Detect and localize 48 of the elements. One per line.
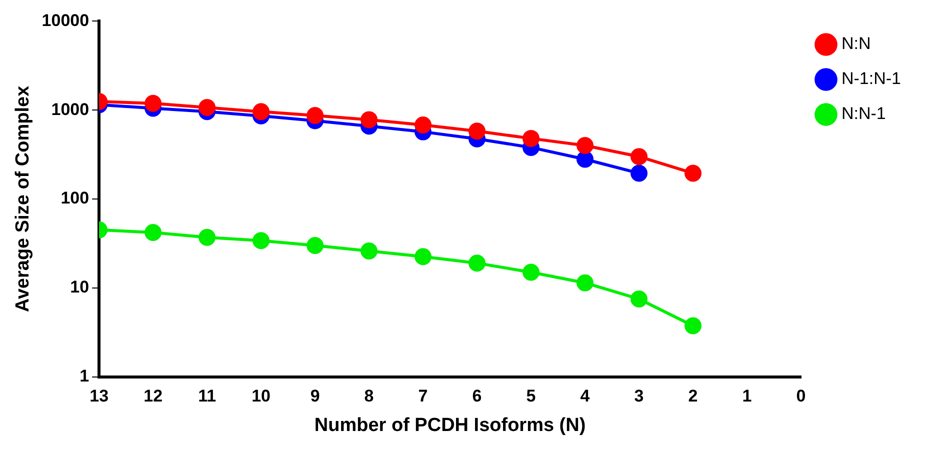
point [144, 94, 162, 112]
point [468, 122, 486, 140]
point [252, 103, 270, 120]
point [522, 264, 540, 281]
point [630, 290, 648, 308]
point [468, 254, 486, 272]
x-tick-label: 11 [198, 386, 216, 406]
x-tick-label: 0 [796, 386, 806, 406]
x-tick-label: 10 [252, 386, 271, 406]
point [198, 98, 216, 116]
point [144, 224, 162, 241]
y-tick-label: 10000 [42, 10, 90, 30]
point [630, 148, 648, 166]
point [414, 248, 432, 266]
legend-label: N:N [841, 34, 871, 54]
point [630, 164, 648, 182]
point [522, 130, 540, 147]
x-tick-label: 4 [580, 386, 590, 406]
x-tick-label: 9 [310, 386, 320, 406]
x-tick-label: 12 [144, 386, 163, 406]
x-tick-label: 5 [526, 386, 536, 406]
point [684, 164, 702, 182]
y-axis-title: Average Size of Complex [12, 85, 34, 312]
point [306, 236, 324, 254]
point [360, 111, 378, 128]
legend-label: N-1:N-1 [841, 69, 902, 88]
point [414, 116, 432, 134]
x-tick-label: 8 [364, 386, 374, 406]
y-tick-label: 10 [70, 278, 90, 297]
point [576, 274, 594, 292]
x-tick-label: 2 [688, 386, 698, 406]
y-tick-label: 100 [60, 188, 90, 208]
point [252, 232, 270, 250]
point [198, 228, 216, 246]
x-tick-label: 3 [634, 386, 644, 406]
point [576, 136, 594, 154]
x-axis-title: Number of PCDH Isoforms (N) [314, 414, 586, 436]
point [684, 317, 702, 334]
y-tick-label: 1000 [51, 100, 90, 119]
x-tick-label: 13 [90, 386, 109, 406]
x-tick-label: 1 [742, 386, 752, 406]
x-tick-label: 7 [418, 386, 428, 406]
point [306, 106, 324, 124]
y-tick-label: 1 [80, 366, 90, 386]
point [360, 242, 378, 260]
point [576, 150, 594, 168]
legend-label: N:N-1 [841, 104, 886, 124]
x-tick-label: 6 [472, 386, 482, 406]
